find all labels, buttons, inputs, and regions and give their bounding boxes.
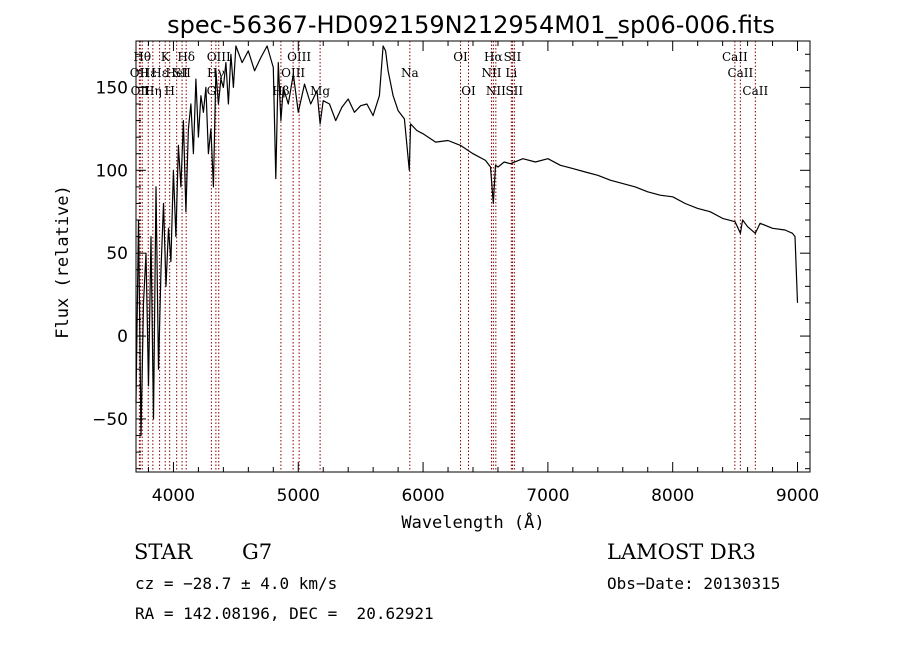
- series-spectrum: [135, 45, 799, 437]
- plot-frame: [135, 40, 811, 473]
- object-class: STAR: [134, 540, 193, 564]
- y-tick-label-4: 150: [96, 78, 128, 98]
- spectral-line-markers: [138, 41, 756, 472]
- line-label-21: NII: [481, 66, 501, 80]
- x-tick-label-1: 5000: [277, 486, 320, 506]
- x-axis-label: Wavelength (Å): [401, 511, 544, 533]
- x-tick-label-0: 4000: [152, 486, 195, 506]
- line-label-5: Hε: [151, 66, 168, 80]
- y-tick-label-3: 100: [96, 161, 128, 181]
- y-axis-label: Flux (relative): [53, 185, 73, 339]
- x-tick-label-4: 8000: [651, 486, 694, 506]
- x-tick-label-5: 9000: [776, 486, 819, 506]
- line-label-27: CaII: [722, 50, 748, 64]
- object-subclass: G7: [242, 540, 273, 564]
- line-label-18: Na: [401, 66, 419, 80]
- y-axis: −50 0 50 100 150: [92, 53, 810, 470]
- spectrum-series: [135, 45, 799, 437]
- redshift-text: cz = −28.7 ± 4.0 km/s: [135, 574, 338, 593]
- line-label-14: Hβ: [272, 84, 289, 98]
- line-label-24: Li: [505, 66, 517, 80]
- line-label-16: OIII: [287, 50, 311, 64]
- x-tick-label-3: 7000: [526, 486, 569, 506]
- line-label-0: Hθ: [133, 50, 151, 64]
- line-label-13: OIII: [207, 50, 231, 64]
- line-label-20: OI: [461, 84, 476, 98]
- line-label-3: Hε: [140, 66, 157, 80]
- survey-name: LAMOST DR3: [607, 540, 756, 564]
- line-label-1: OII: [130, 66, 150, 80]
- line-label-15: OIII: [281, 66, 305, 80]
- line-label-4: Hη: [144, 84, 162, 98]
- line-label-6: K: [161, 50, 171, 64]
- line-label-10: Hδ: [177, 50, 195, 64]
- chart-title: spec-56367-HD092159N212954M01_sp06-006.f…: [167, 11, 775, 39]
- line-label-23: NII: [486, 84, 506, 98]
- line-label-19: OI: [453, 50, 468, 64]
- x-axis: 4000 5000 6000 7000 8000 9000: [147, 41, 819, 506]
- line-label-9: SII: [173, 66, 191, 80]
- line-label-29: CaII: [742, 84, 768, 98]
- line-label-26: SII: [505, 84, 523, 98]
- spectral-line-labels: HθOIIOIIHεHηHεKHHeISIIHδGHγOIIIHβOIIIOII…: [130, 50, 769, 98]
- line-label-22: Hα: [484, 50, 503, 64]
- line-label-28: CaII: [727, 66, 753, 80]
- coordinates: RA = 142.08196, DEC = 20.62921: [135, 604, 434, 623]
- line-label-8: HeI: [166, 66, 189, 80]
- line-label-25: SII: [504, 50, 522, 64]
- obs-date: Obs−Date: 20130315: [607, 574, 781, 593]
- line-label-11: G: [207, 84, 217, 98]
- x-tick-label-2: 6000: [401, 486, 444, 506]
- y-tick-label-1: 0: [117, 327, 128, 347]
- y-tick-label-2: 50: [106, 244, 128, 264]
- line-label-17: Mg: [310, 84, 330, 98]
- line-label-7: H: [164, 84, 174, 98]
- y-tick-label-0: −50: [92, 410, 128, 430]
